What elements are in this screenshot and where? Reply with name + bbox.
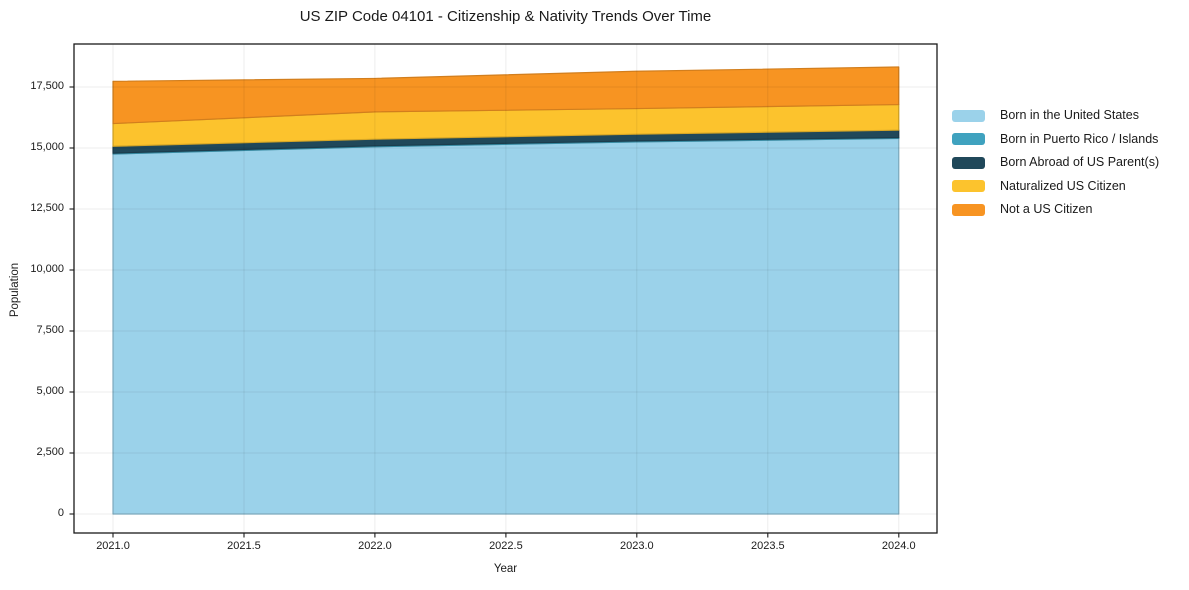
x-tick-label: 2023.5 [750,540,785,552]
y-tick-label: 10,000 [30,263,64,276]
y-tick-label: 12,500 [30,202,64,215]
legend-label: Naturalized US Citizen [1000,178,1126,193]
legend-item: Born in Puerto Rico / Islands [952,131,1159,146]
x-tick-label: 2021.5 [227,540,261,552]
legend-item: Born in the United States [952,109,1159,122]
chart-title: US ZIP Code 04101 - Citizenship & Nativi… [299,8,712,25]
legend-item: Born Abroad of US Parent(s) [952,156,1159,169]
y-tick-label: 7,500 [36,324,64,337]
legend-item: Not a US Citizen [952,203,1159,216]
legend-label: Born Abroad of US Parent(s) [1000,155,1160,169]
y-tick-label: 0 [57,507,64,520]
legend-swatch-not-a-citizen [952,203,985,216]
x-tick-label: 2023.0 [620,540,654,552]
x-axis-label: Year [493,563,518,575]
legend-swatch-born-abroad-us-parents [952,156,985,169]
legend-swatch-naturalized-citizen [952,180,985,192]
x-tick-label: 2021.0 [96,540,130,552]
y-tick-label: 5,000 [36,385,64,398]
legend-item: Naturalized US Citizen [952,178,1159,193]
legend-label: Born in the United States [1000,108,1139,122]
y-tick-label: 17,500 [30,80,64,93]
legend-swatch-born-in-us [952,109,985,122]
y-tick-label: 2,500 [36,446,64,459]
x-tick-label: 2022.5 [489,540,523,552]
legend-label: Born in Puerto Rico / Islands [1000,131,1159,146]
y-tick-label: 15,000 [30,141,64,154]
area-series-4 [112,66,900,125]
x-tick-label: 2022.0 [358,540,392,552]
x-tick-label: 2024.0 [881,540,916,552]
legend-swatch-born-puerto-rico-islands [952,133,985,145]
legend-label: Not a US Citizen [1000,202,1093,216]
legend: Born in the United States Born in Puerto… [952,109,1159,227]
